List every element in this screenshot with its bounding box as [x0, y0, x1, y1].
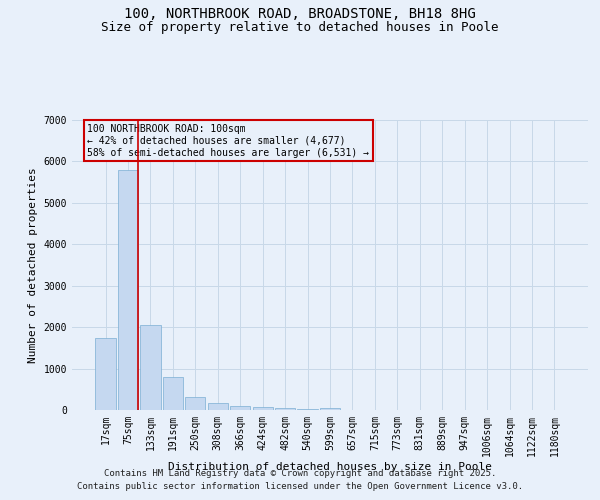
Bar	[95, 338, 116, 410]
Bar	[118, 170, 138, 410]
Bar	[253, 407, 273, 410]
Bar	[230, 406, 250, 410]
Y-axis label: Number of detached properties: Number of detached properties	[28, 167, 38, 363]
Bar	[185, 396, 205, 410]
Text: Contains public sector information licensed under the Open Government Licence v3: Contains public sector information licen…	[77, 482, 523, 491]
X-axis label: Distribution of detached houses by size in Poole: Distribution of detached houses by size …	[168, 462, 492, 471]
Bar	[163, 377, 183, 410]
Bar	[320, 408, 340, 410]
Text: Contains HM Land Registry data © Crown copyright and database right 2025.: Contains HM Land Registry data © Crown c…	[104, 468, 496, 477]
Bar	[208, 403, 228, 410]
Text: 100, NORTHBROOK ROAD, BROADSTONE, BH18 8HG: 100, NORTHBROOK ROAD, BROADSTONE, BH18 8…	[124, 8, 476, 22]
Bar	[275, 408, 295, 410]
Bar	[140, 325, 161, 410]
Bar	[298, 409, 317, 410]
Text: 100 NORTHBROOK ROAD: 100sqm
← 42% of detached houses are smaller (4,677)
58% of : 100 NORTHBROOK ROAD: 100sqm ← 42% of det…	[88, 124, 370, 158]
Text: Size of property relative to detached houses in Poole: Size of property relative to detached ho…	[101, 21, 499, 34]
